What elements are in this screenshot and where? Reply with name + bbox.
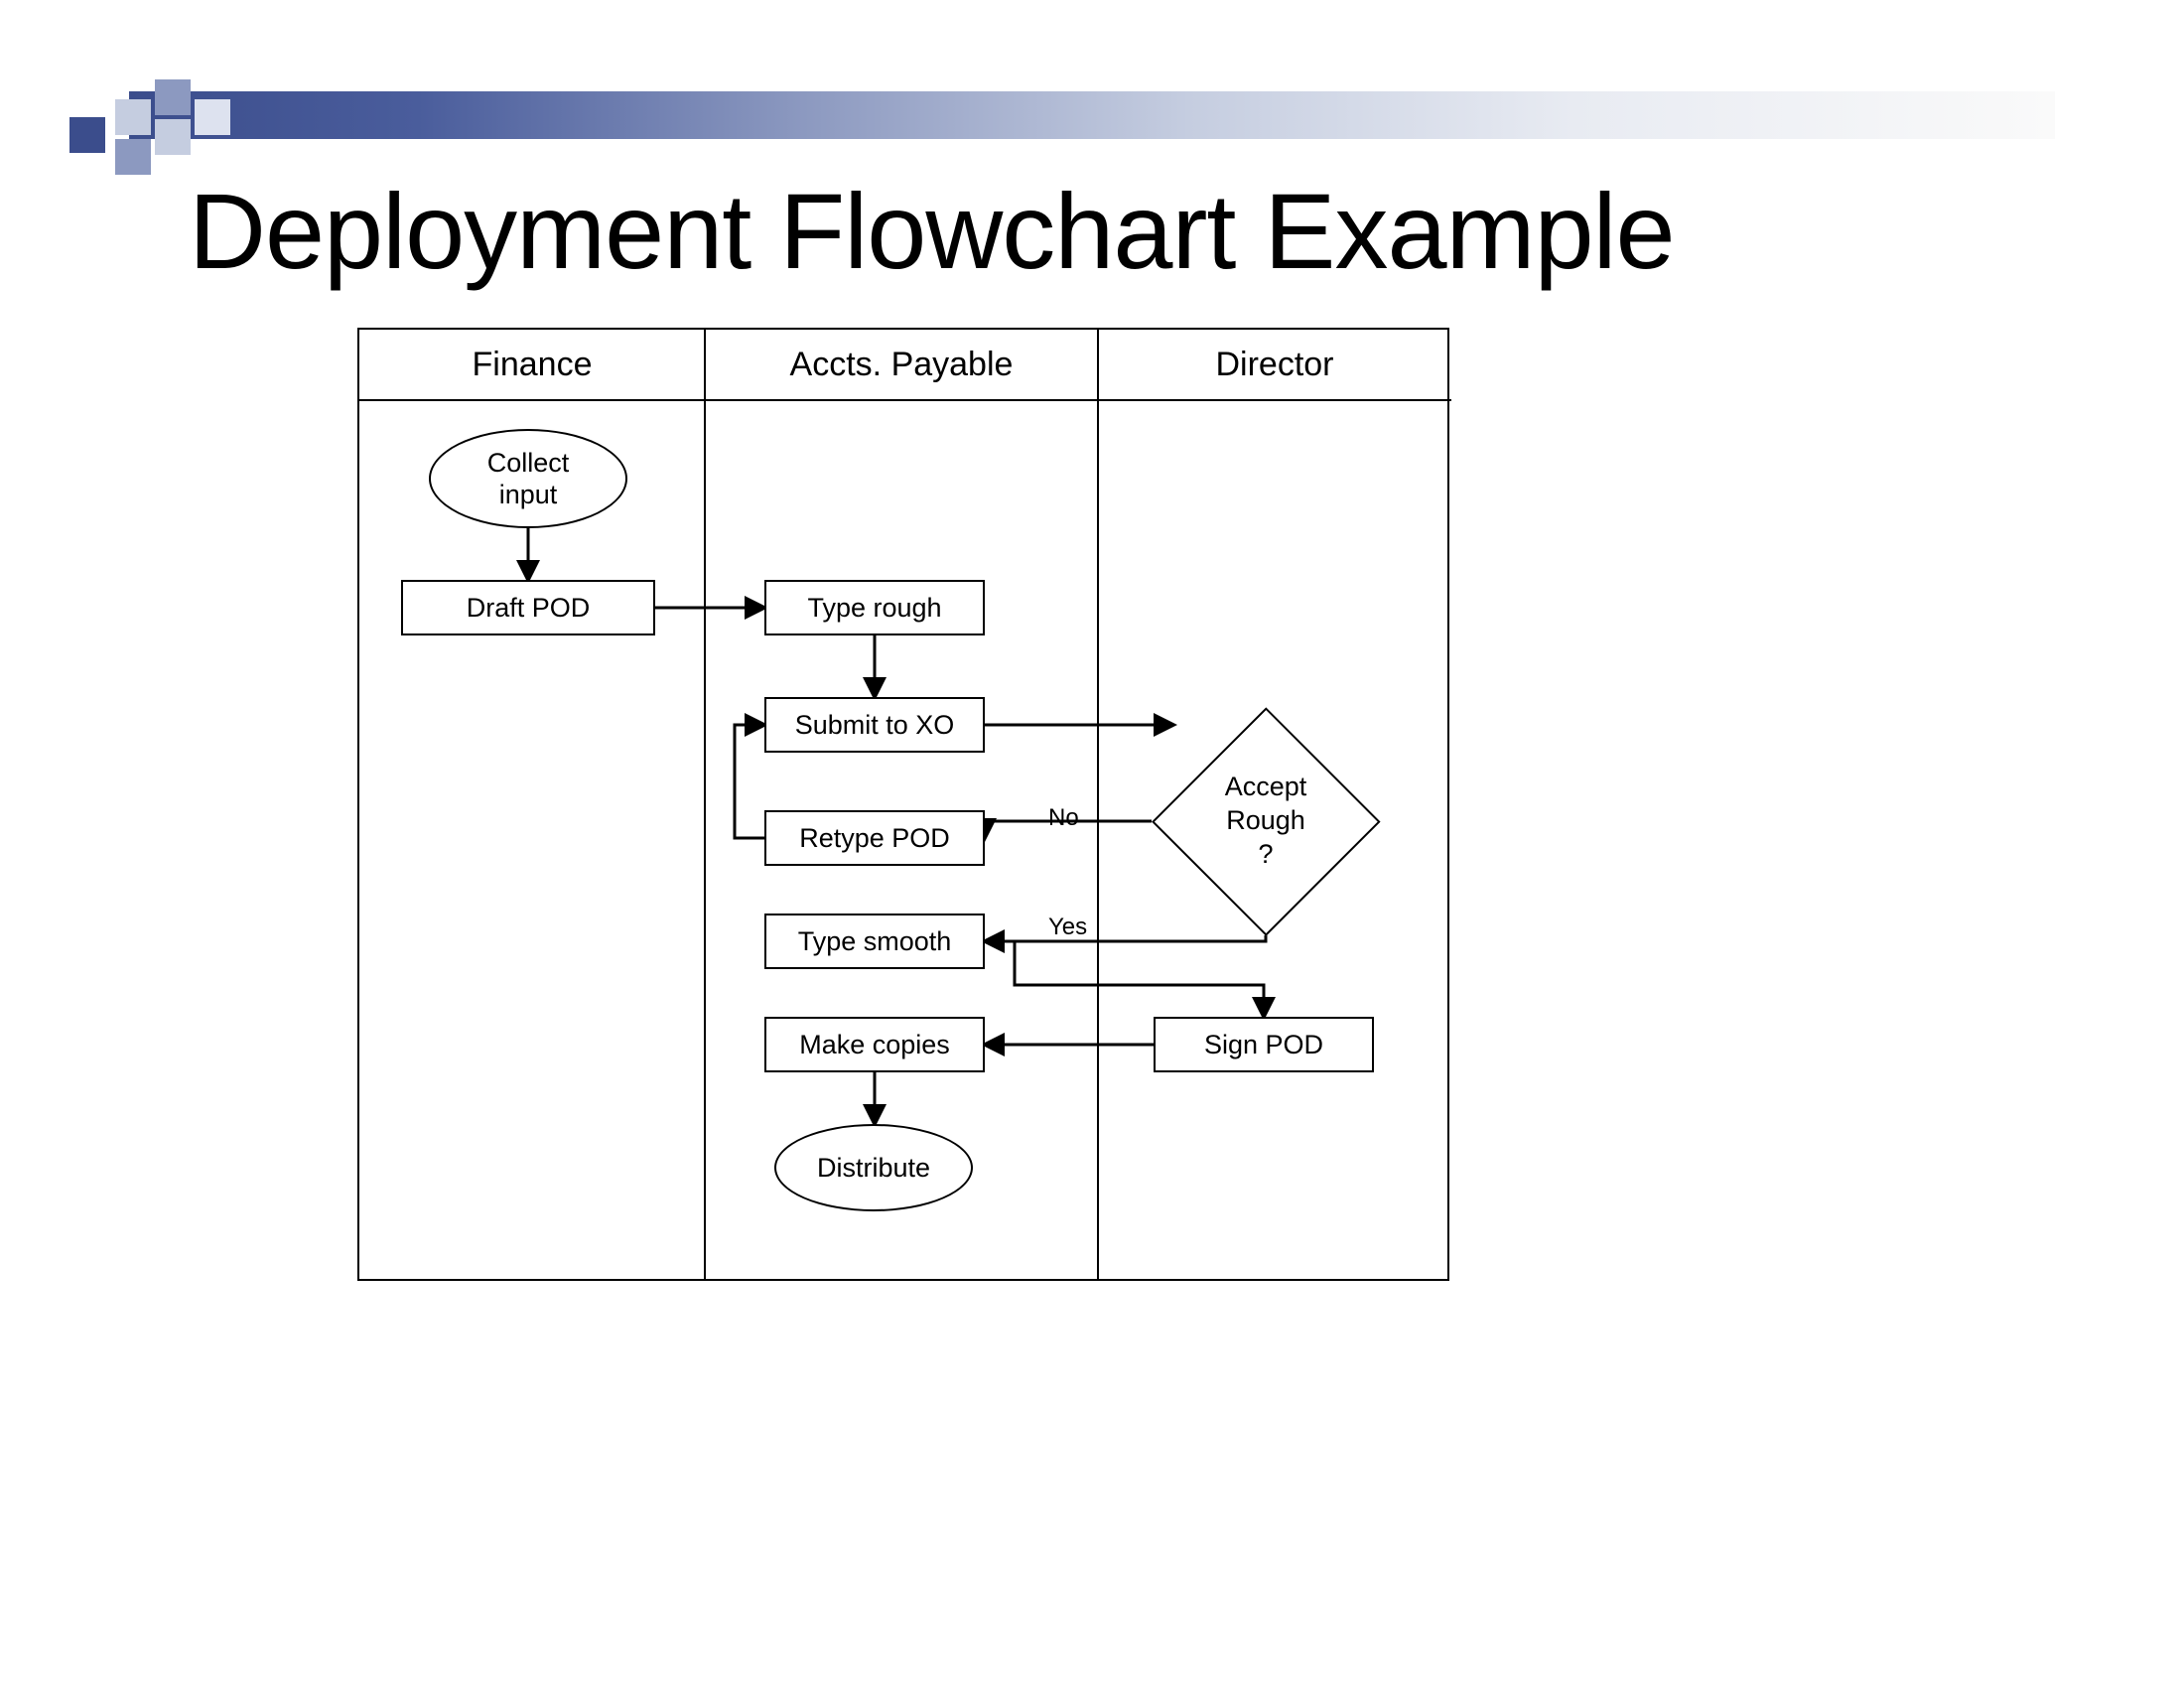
header-square — [115, 99, 151, 135]
flowchart-node-sign: Sign POD — [1154, 1017, 1374, 1072]
flowchart-node-typerough: Type rough — [764, 580, 985, 635]
flowchart-node-submit: Submit to XO — [764, 697, 985, 753]
edge — [735, 725, 764, 838]
flowchart-node-retype: Retype POD — [764, 810, 985, 866]
header-squares-logo — [69, 68, 268, 177]
header-square — [155, 119, 191, 155]
header-square — [69, 117, 105, 153]
edge — [985, 941, 1264, 1017]
flowchart-node-draft: Draft POD — [401, 580, 655, 635]
flowchart-container: FinanceAccts. PayableDirectorNoYesCollec… — [357, 328, 1449, 1281]
edge — [985, 935, 1266, 941]
header-square — [115, 139, 151, 175]
header-square — [195, 99, 230, 135]
flowchart-node-copies: Make copies — [764, 1017, 985, 1072]
header-gradient-bar — [129, 91, 2055, 139]
node-label: AcceptRough? — [1152, 707, 1380, 935]
header-square — [155, 79, 191, 115]
edge — [985, 821, 1152, 838]
flowchart-node-accept: AcceptRough? — [1152, 707, 1380, 935]
flowchart-node-smooth: Type smooth — [764, 914, 985, 969]
page-title: Deployment Flowchart Example — [189, 169, 1675, 293]
flowchart-node-distribute: Distribute — [774, 1124, 973, 1211]
flowchart-node-collect: Collectinput — [429, 429, 627, 528]
